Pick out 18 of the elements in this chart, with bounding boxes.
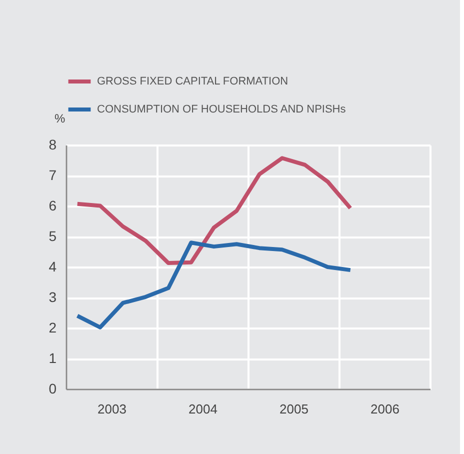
y-tick-label: 7 <box>48 167 57 183</box>
x-tick-label: 2003 <box>98 402 126 416</box>
legend-label: GROSS FIXED CAPITAL FORMATION <box>97 76 288 88</box>
x-tick-label: 2006 <box>370 402 400 416</box>
y-tick-label: 3 <box>48 289 57 305</box>
y-tick-label: 8 <box>48 136 57 152</box>
legend-label: CONSUMPTION OF HOUSEHOLDS AND NPISHs <box>97 104 346 116</box>
y-tick-label: 2 <box>48 320 57 336</box>
y-tick-label: 6 <box>48 198 57 214</box>
line-series <box>75 240 352 330</box>
y-tick-label: 1 <box>48 350 57 366</box>
x-tick-label: 2005 <box>280 402 308 416</box>
line-series <box>75 156 352 266</box>
y-tick-label: 0 <box>48 380 57 396</box>
y-tick-label: 5 <box>48 228 57 244</box>
x-tick-label: 2004 <box>188 402 218 416</box>
y-axis-title: % <box>54 112 66 126</box>
y-tick-label: 4 <box>48 258 57 274</box>
